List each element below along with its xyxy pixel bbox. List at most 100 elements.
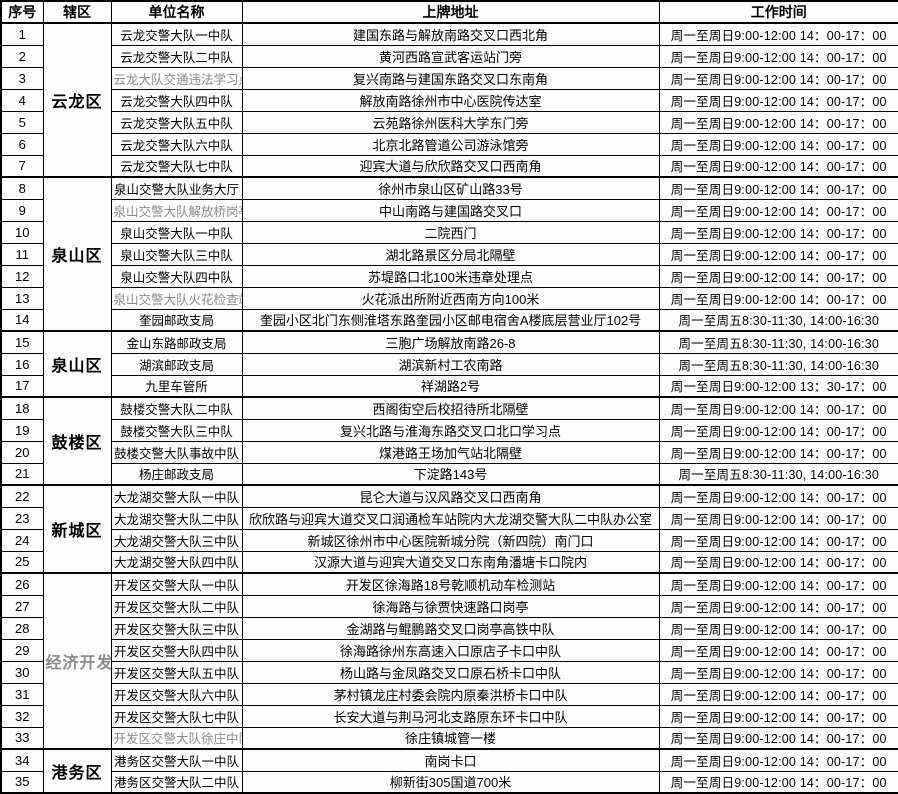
serial-number-cell: 11 <box>0 242 44 266</box>
unit-name-cell: 云龙交警大队六中队 <box>110 132 243 156</box>
table-row: 21 杨庄邮政支局 下淀路143号 周一至周五8:30-11:30, 14:00-16… <box>0 462 898 486</box>
serial-number-cell: 16 <box>0 352 44 376</box>
table-row: 5 云龙交警大队五中队 云苑路徐州医科大学东门旁 周一至周日9:00-12:00 14… <box>0 110 898 134</box>
table-row: 28 开发区交警大队三中队 金湖路与鲲鹏路交叉口岗亭高铁中队 周一至周日9:00-12… <box>0 616 898 640</box>
table-row: 14 奎园邮政支局 奎园小区北门东侧淮塔东路奎园小区邮电宿舍A楼底层营业厅102号周… <box>0 308 898 332</box>
table-row: 1 云龙区 云龙交警大队一中队 建国东路与解放南路交叉口西北角 周一至周日9:00-12… <box>0 22 898 178</box>
serial-number-cell: 2 <box>0 44 44 68</box>
table-row: 10 泉山交警大队一中队 二院西门 周一至周日9:00-12:00 14：00-17：… <box>0 220 898 244</box>
registration-address-cell: 复兴南路与建国东路交叉口东南角 <box>241 66 660 90</box>
unit-name-cell: 泉山交警大队火花检查站 <box>110 286 243 310</box>
serial-number-cell: 32 <box>0 704 44 728</box>
registration-address-cell: 汉源大道与迎宾大道交叉口东南角潘塘卡口院内 <box>241 550 660 574</box>
registration-address-cell: 三胞广场解放南路26-8 <box>241 330 660 354</box>
working-hours-cell: 周一至周日9:00-12:00 14：00-17：00 <box>658 132 898 156</box>
registration-address-cell: 杨山路与金凤路交叉口原石桥卡口中队 <box>241 660 660 684</box>
table-row: 24 大龙湖交警大队三中队 新城区徐州市中心医院新城分院（新四院）南门口 周一至周日9… <box>0 528 898 552</box>
registration-address-cell: 北京北路管道公司游泳馆旁 <box>241 132 660 156</box>
working-hours-cell: 周一至周日9:00-12:00 14：00-17：00 <box>658 770 898 794</box>
unit-name-cell: 云龙交警大队四中队 <box>110 88 243 112</box>
serial-number-cell: 20 <box>0 440 44 464</box>
registration-address-cell: 云苑路徐州医科大学东门旁 <box>241 110 660 134</box>
working-hours-cell: 周一至周日9:00-12:00 14：00-17：00 <box>658 638 898 662</box>
unit-name-cell: 鼓楼交警大队事故中队 <box>110 440 243 464</box>
header-unit-name: 单位名称 <box>110 0 243 24</box>
unit-name-cell: 泉山交警大队一中队 <box>110 220 243 244</box>
table-row: 3 云龙大队交通违法学习点 复兴南路与建国东路交叉口东南角 周一至周日9:00-12:… <box>0 66 898 90</box>
table-row: 15 泉山区 金山东路邮政支局 三胞广场解放南路26-8 周一至周五8:30-11:30… <box>0 330 898 398</box>
working-hours-cell: 周一至周日9:00-12:00 14：00-17：00 <box>658 264 898 288</box>
unit-name-cell: 杨庄邮政支局 <box>110 462 243 486</box>
registration-address-cell: 新城区徐州市中心医院新城分院（新四院）南门口 <box>241 528 660 552</box>
working-hours-cell: 周一至周日9:00-12:00 14：00-17：00 <box>658 154 898 178</box>
table-row: 20 鼓楼交警大队事故中队 煤港路王场加气站北隔壁 周一至周日9:00-12:00 1… <box>0 440 898 464</box>
table-row: 22 新城区 大龙湖交警大队一中队 昆仑大道与汉风路交叉口西南角 周一至周日9:00-1… <box>0 484 898 574</box>
registration-address-cell: 解放南路徐州市中心医院传达室 <box>241 88 660 112</box>
table-row: 29 开发区交警大队四中队 徐海路徐州东高速入口原店子卡口中队 周一至周日9:00-1… <box>0 638 898 662</box>
district-cell: 新城区 <box>42 484 112 574</box>
unit-name-cell: 泉山交警大队业务大厅 <box>110 176 243 200</box>
serial-number-cell: 27 <box>0 594 44 618</box>
working-hours-cell: 周一至周日9:00-12:00 14：00-17：00 <box>658 44 898 68</box>
serial-number-cell: 25 <box>0 550 44 574</box>
unit-name-cell: 港务区交警大队二中队 <box>110 770 243 794</box>
working-hours-cell: 周一至周日9:00-12:00 14：00-17：00 <box>658 528 898 552</box>
table-row: 13 泉山交警大队火花检查站 火花派出所附近西南方向100米 周一至周日9:00-12… <box>0 286 898 310</box>
table-row: 35 港务区交警大队二中队 柳新街305国道700米 周一至周日9:00-12:00 … <box>0 770 898 794</box>
district-cell: 港务区 <box>42 748 112 794</box>
serial-number-cell: 24 <box>0 528 44 552</box>
registration-address-cell: 徐海路徐州东高速入口原店子卡口中队 <box>241 638 660 662</box>
table-body: 1 云龙区 云龙交警大队一中队 建国东路与解放南路交叉口西北角 周一至周日9:00-12… <box>0 22 898 794</box>
unit-name-cell: 开发区交警大队四中队 <box>110 638 243 662</box>
serial-number-cell: 6 <box>0 132 44 156</box>
working-hours-cell: 周一至周日9:00-12:00 14：00-17：00 <box>658 572 898 596</box>
table-row: 34 港务区 港务区交警大队一中队 南岗卡口 周一至周日9:00-12:00 14：00… <box>0 748 898 794</box>
working-hours-cell: 周一至周日9:00-12:00 14：00-17：00 <box>658 704 898 728</box>
working-hours-cell: 周一至周五8:30-11:30, 14:00-16:30 <box>658 352 898 376</box>
table-row: 32 开发区交警大队七中队 长安大道与荆马河北支路原东环卡口中队 周一至周日9:00-… <box>0 704 898 728</box>
table-row: 23 大龙湖交警大队二中队 欣欣路与迎宾大道交叉口润通检车站院内大龙湖交警大队二中队… <box>0 506 898 530</box>
header-registration-address: 上牌地址 <box>241 0 660 24</box>
table-row: 17 九里车管所 祥湖路2号 周一至周日9:00-12:00 13：30-17：00 <box>0 374 898 398</box>
table-row: 7 云龙交警大队七中队 迎宾大道与欣欣路交叉口西南角 周一至周日9:00-12:00 … <box>0 154 898 178</box>
working-hours-cell: 周一至周日9:00-12:00 14：00-17：00 <box>658 396 898 420</box>
registration-address-cell: 湖滨新村工农南路 <box>241 352 660 376</box>
working-hours-cell: 周一至周日9:00-12:00 14：00-17：00 <box>658 682 898 706</box>
registration-address-cell: 柳新街305国道700米 <box>241 770 660 794</box>
serial-number-cell: 26 <box>0 572 44 596</box>
table-row: 4 云龙交警大队四中队 解放南路徐州市中心医院传达室 周一至周日9:00-12:00 … <box>0 88 898 112</box>
registration-address-cell: 复兴北路与淮海东路交叉口北口学习点 <box>241 418 660 442</box>
working-hours-cell: 周一至周日9:00-12:00 14：00-17：00 <box>658 506 898 530</box>
serial-number-cell: 19 <box>0 418 44 442</box>
serial-number-cell: 22 <box>0 484 44 508</box>
unit-name-cell: 开发区交警大队徐庄中队 <box>110 726 243 750</box>
unit-name-cell: 九里车管所 <box>110 374 243 398</box>
unit-name-cell: 云龙交警大队五中队 <box>110 110 243 134</box>
table-row: 25 大龙湖交警大队四中队 汉源大道与迎宾大道交叉口东南角潘塘卡口院内 周一至周日9:… <box>0 550 898 574</box>
header-row: 序号 辖区 单位名称 上牌地址 工作时间 <box>0 0 898 24</box>
registration-address-cell: 湖北路景区分局北隔壁 <box>241 242 660 266</box>
unit-name-cell: 奎园邮政支局 <box>110 308 243 332</box>
unit-name-cell: 云龙大队交通违法学习点 <box>110 66 243 90</box>
serial-number-cell: 10 <box>0 220 44 244</box>
header-serial-number: 序号 <box>0 0 44 24</box>
unit-name-cell: 大龙湖交警大队四中队 <box>110 550 243 574</box>
unit-name-cell: 开发区交警大队七中队 <box>110 704 243 728</box>
serial-number-cell: 13 <box>0 286 44 310</box>
serial-number-cell: 29 <box>0 638 44 662</box>
serial-number-cell: 12 <box>0 264 44 288</box>
registration-address-cell: 欣欣路与迎宾大道交叉口润通检车站院内大龙湖交警大队二中队办公室 <box>241 506 660 530</box>
unit-name-cell: 大龙湖交警大队二中队 <box>110 506 243 530</box>
registration-address-cell: 建国东路与解放南路交叉口西北角 <box>241 22 660 46</box>
serial-number-cell: 21 <box>0 462 44 486</box>
unit-name-cell: 云龙交警大队一中队 <box>110 22 243 46</box>
registration-address-cell: 茅村镇龙庄村委会院内原秦洪桥卡口中队 <box>241 682 660 706</box>
table-row: 6 云龙交警大队六中队 北京北路管道公司游泳馆旁 周一至周日9:00-12:00 14… <box>0 132 898 156</box>
unit-name-cell: 云龙交警大队七中队 <box>110 154 243 178</box>
table-row: 31 开发区交警大队六中队 茅村镇龙庄村委会院内原秦洪桥卡口中队 周一至周日9:00-… <box>0 682 898 706</box>
unit-name-cell: 开发区交警大队三中队 <box>110 616 243 640</box>
working-hours-cell: 周一至周日9:00-12:00 14：00-17：00 <box>658 88 898 112</box>
unit-name-cell: 云龙交警大队二中队 <box>110 44 243 68</box>
working-hours-cell: 周一至周日9:00-12:00 14：00-17：00 <box>658 22 898 46</box>
